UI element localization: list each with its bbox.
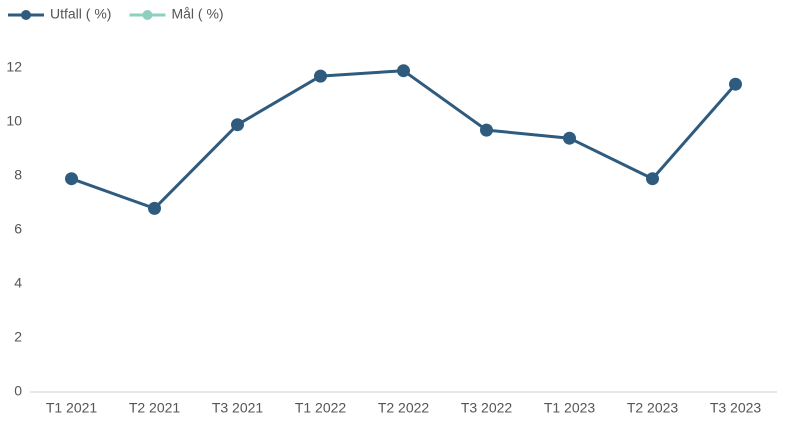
series-line — [70, 69, 737, 210]
data-point — [646, 172, 659, 186]
data-point — [563, 131, 576, 145]
y-tick-label: 0 — [14, 383, 22, 399]
x-tick-label: T3 2021 — [212, 400, 264, 416]
legend-label: Mål ( %) — [171, 6, 223, 22]
legend-marker — [142, 10, 153, 20]
x-tick-label: T1 2022 — [295, 400, 347, 416]
y-tick-label: 6 — [14, 221, 22, 237]
data-point — [314, 69, 327, 83]
y-tick-label: 2 — [14, 329, 22, 345]
x-tick-label: T3 2023 — [710, 400, 762, 416]
legend-marker — [21, 10, 31, 20]
data-point — [480, 123, 493, 137]
data-point — [65, 172, 78, 186]
data-point — [231, 118, 244, 132]
data-point — [729, 77, 742, 91]
x-tick-label: T1 2023 — [544, 400, 596, 416]
data-point — [148, 201, 161, 215]
legend-label: Utfall ( %) — [50, 6, 111, 22]
data-point — [397, 64, 410, 78]
y-tick-label: 12 — [6, 59, 22, 75]
x-tick-label: T3 2022 — [461, 400, 513, 416]
y-tick-label: 8 — [14, 167, 22, 183]
x-tick-label: T2 2022 — [378, 400, 430, 416]
x-tick-label: T1 2021 — [46, 400, 98, 416]
y-tick-label: 4 — [14, 275, 22, 291]
y-tick-label: 10 — [6, 113, 22, 129]
x-tick-label: T2 2021 — [129, 400, 181, 416]
x-tick-label: T2 2023 — [627, 400, 679, 416]
